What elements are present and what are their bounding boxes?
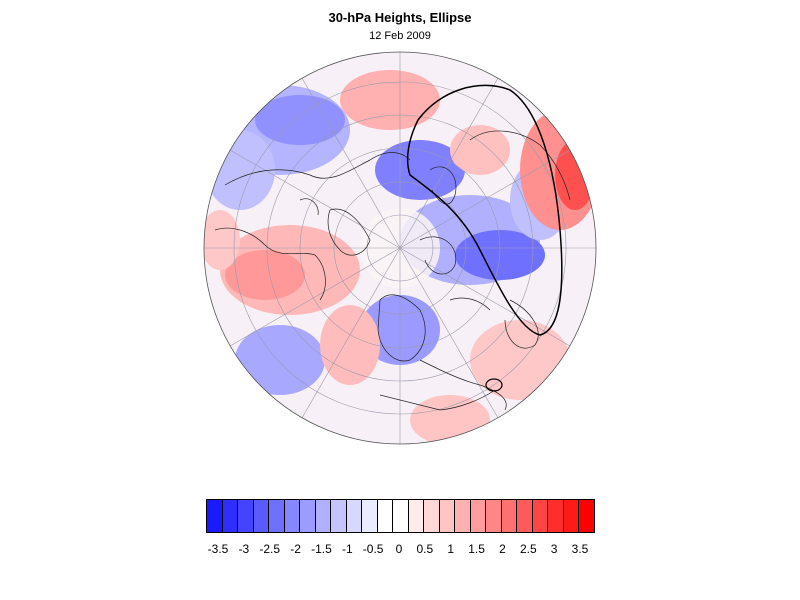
colorbar-swatch (438, 499, 456, 533)
colorbar-swatch (485, 499, 502, 533)
colorbar-swatch (578, 499, 595, 533)
colorbar-swatch (454, 499, 471, 533)
colorbar-tick-label: 0.5 (416, 542, 434, 556)
colorbar-swatch (283, 499, 301, 533)
globe-outline (203, 51, 597, 445)
colorbar-tick-label: -2 (290, 542, 301, 556)
colorbar-tick-label: 1 (447, 542, 455, 556)
colorbar-tick-label: 1.5 (468, 542, 485, 556)
colorbar-tick-label: 2.5 (519, 542, 537, 556)
colorbar-tick-label: -3.5 (207, 542, 229, 556)
colorbar-swatch (237, 499, 254, 533)
colorbar-tick-label: -0.5 (362, 542, 384, 556)
colorbar-swatch (423, 499, 440, 533)
colorbar-tick-label: 0 (395, 542, 403, 556)
vortex-ellipse (406, 84, 563, 336)
colorbar-tick-label: 3.5 (571, 542, 589, 556)
colorbar-swatch (252, 499, 270, 533)
graticule (204, 52, 596, 444)
colorbar-swatch (376, 499, 394, 533)
colorbar-tick-label: 3 (550, 542, 558, 556)
colorbar-swatch (314, 499, 332, 533)
colorbar-swatch (345, 499, 363, 533)
anomaly-field (204, 52, 596, 444)
colorbar-tick-label: -1.5 (311, 542, 332, 556)
colorbar-swatch (500, 499, 518, 533)
map-subtitle: 12 Feb 2009 (369, 30, 431, 42)
colorbar-swatch (469, 499, 487, 533)
colorbar-swatch (221, 499, 239, 533)
colorbar-labels: -3.5 -3 -2.5 -2 -1.5 -1 -0.5 0 0.5 1 1.5 2 2.5 3 3.5 (150, 542, 650, 560)
colorbar-swatch (206, 499, 223, 533)
colorbar-tick-label: 2 (499, 542, 506, 556)
colorbar (206, 499, 595, 535)
coastlines (214, 130, 571, 411)
colorbar-swatch (531, 499, 549, 533)
colorbar-swatch (361, 499, 378, 533)
colorbar-tick-label: -3 (238, 542, 250, 556)
map-title: 30-hPa Heights, Ellipse (328, 10, 472, 25)
colorbar-swatch (330, 499, 347, 533)
colorbar-tick-label: -2.5 (259, 542, 281, 556)
colorbar-swatch (547, 499, 564, 533)
colorbar-swatch (299, 499, 316, 533)
colorbar-swatch (562, 499, 580, 533)
colorbar-tick-label: -1 (341, 542, 353, 556)
colorbar-swatch (407, 499, 425, 533)
colorbar-swatch (392, 499, 409, 533)
colorbar-swatch (268, 499, 285, 533)
colorbar-swatch (516, 499, 533, 533)
